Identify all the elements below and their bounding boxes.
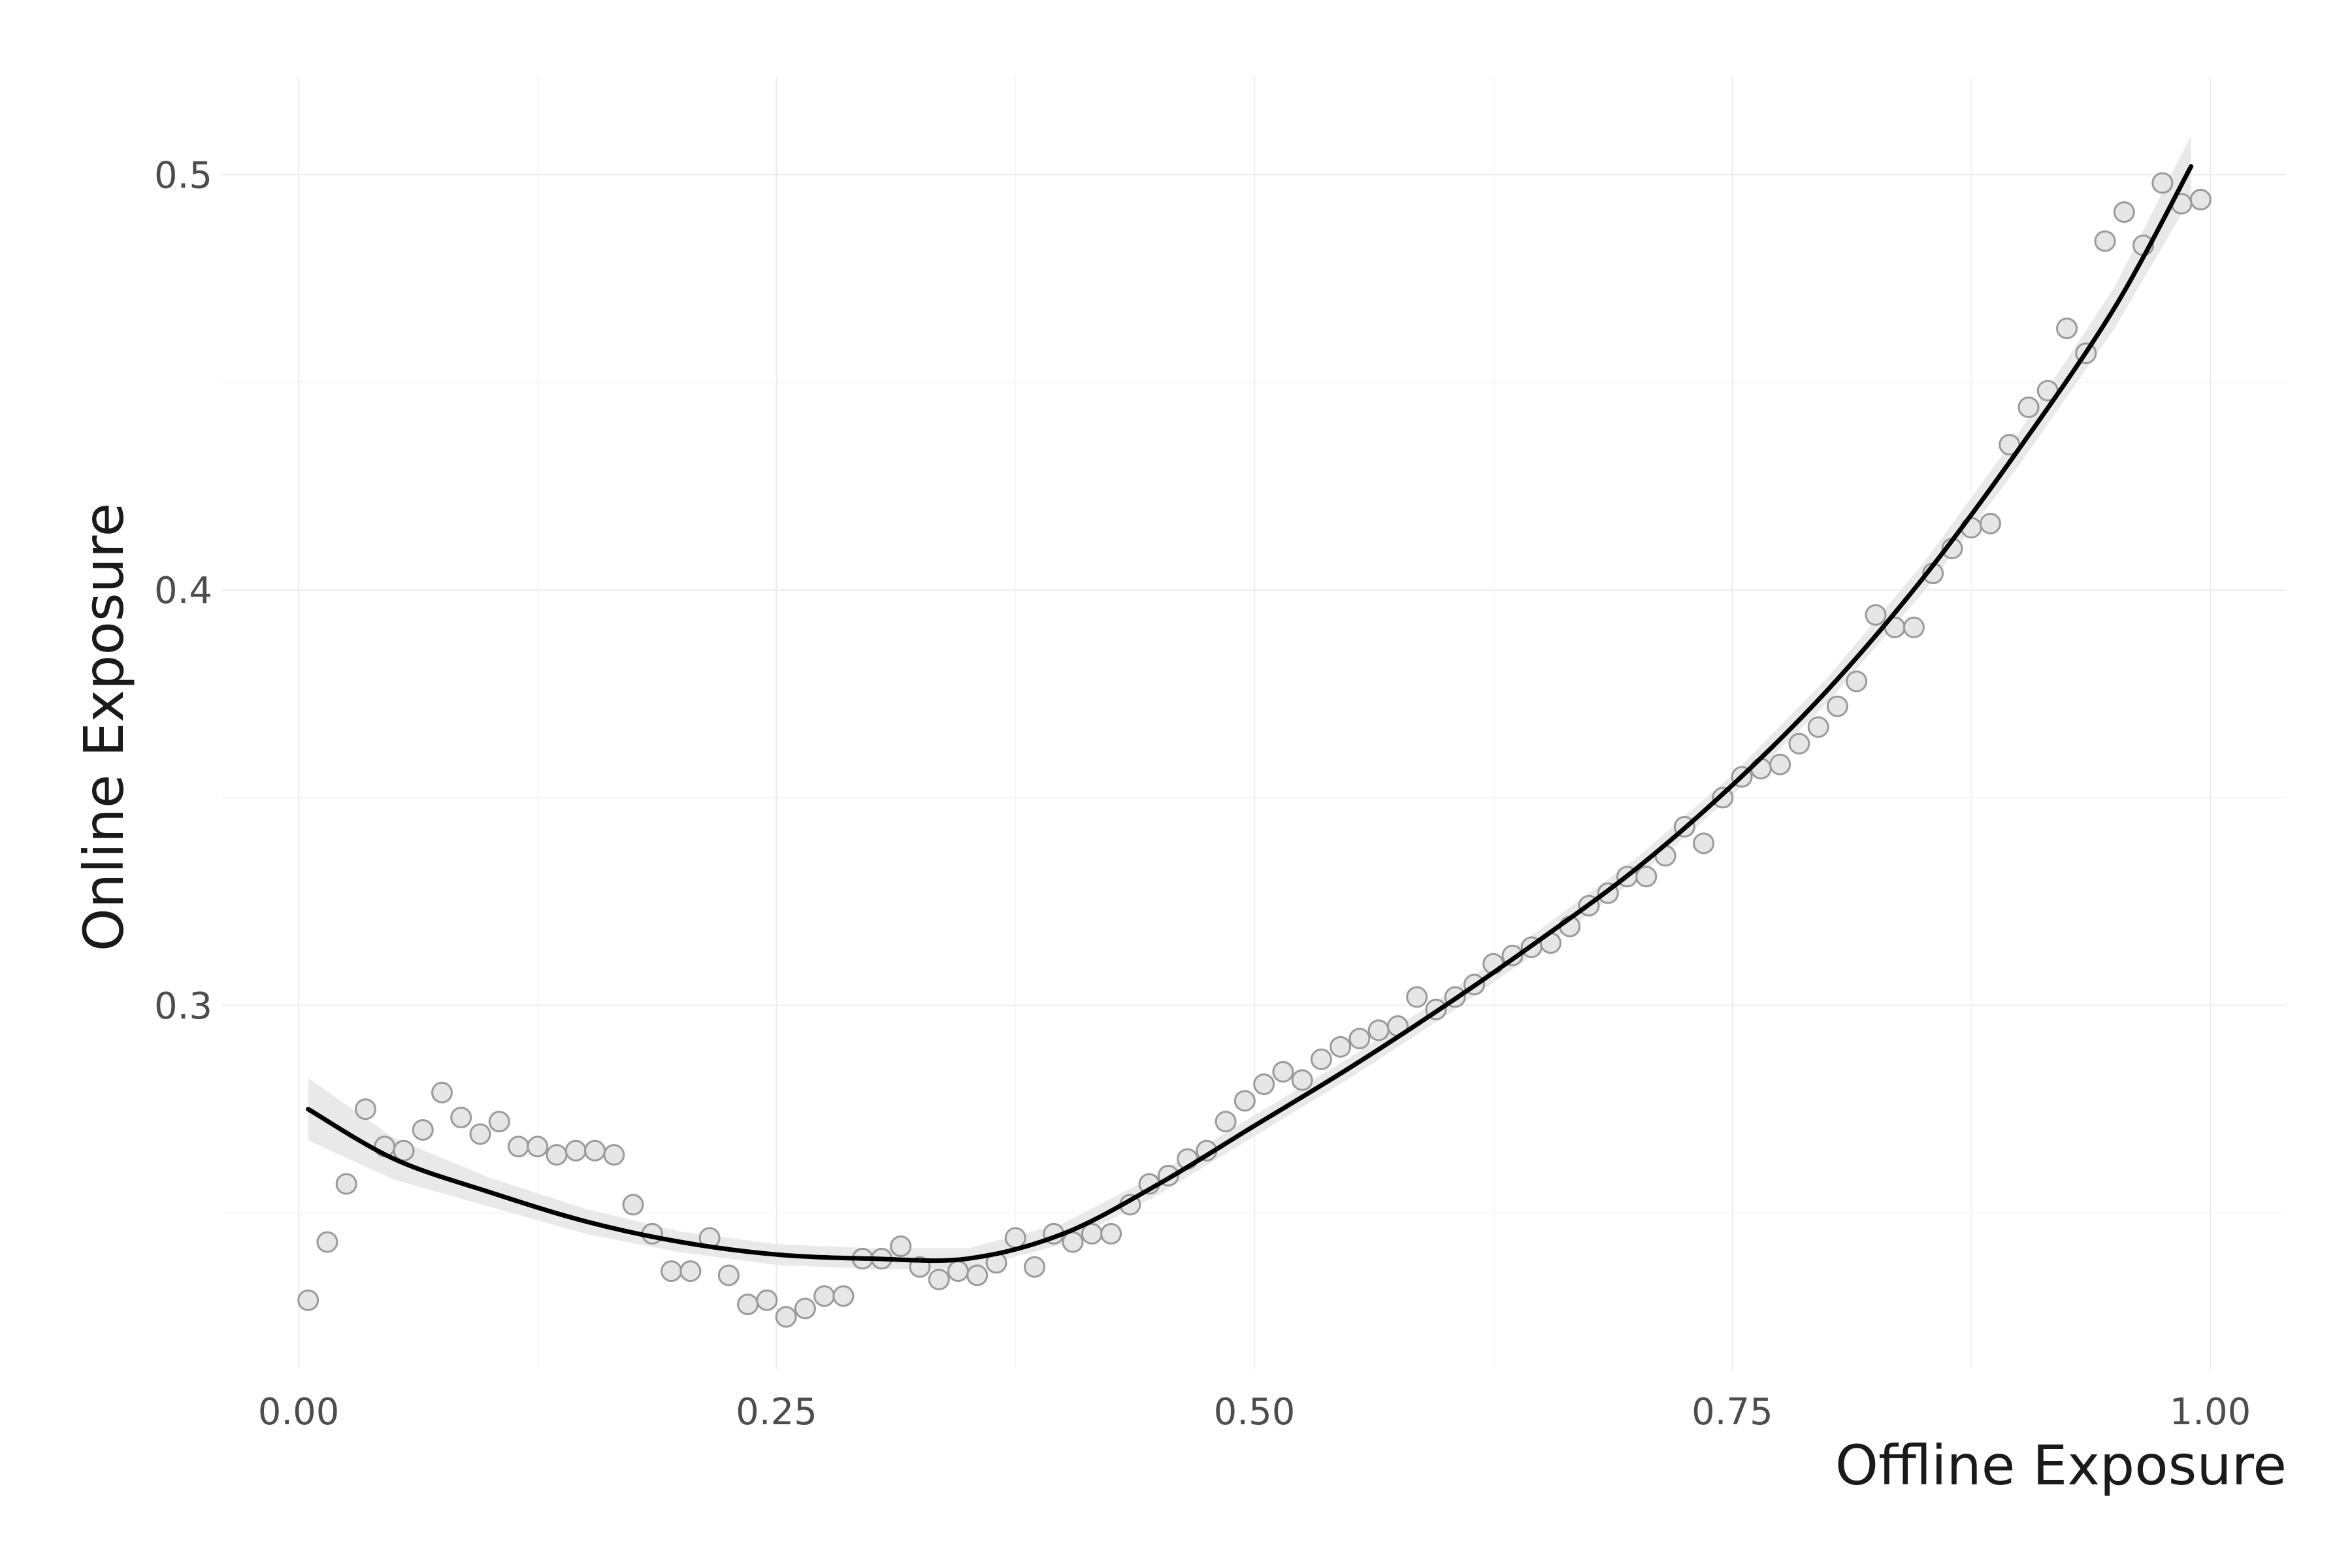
y-tick-label: 0.4 [154, 570, 212, 612]
data-point [794, 1298, 816, 1320]
data-point [546, 1144, 568, 1166]
x-tick-labels: 0.00 0.25 0.50 0.75 1.00 [258, 1391, 2251, 1433]
data-point [1062, 1231, 1084, 1253]
data-point [890, 1235, 912, 1257]
data-point [1330, 1036, 1352, 1058]
x-tick-label: 0.00 [258, 1391, 340, 1433]
fit-line [306, 164, 2194, 1264]
data-point [1788, 732, 1810, 755]
data-point [1291, 1069, 1313, 1091]
data-point [1100, 1222, 1122, 1245]
data-point [1272, 1060, 1294, 1083]
y-tick-label: 0.5 [154, 154, 212, 197]
data-point [1693, 832, 1715, 855]
data-point [679, 1260, 702, 1282]
x-axis-title: Offline Exposure [1835, 1433, 2287, 1497]
data-point [1253, 1073, 1275, 1096]
data-point [1233, 1090, 1256, 1112]
data-point [584, 1139, 606, 1162]
data-point [1865, 604, 1887, 626]
data-point [1081, 1222, 1103, 1245]
data-point [813, 1285, 836, 1307]
data-point [947, 1260, 969, 1282]
data-point [412, 1119, 434, 1141]
data-point [717, 1264, 740, 1286]
x-tick-label: 0.75 [1691, 1391, 1773, 1433]
data-point [2094, 230, 2116, 252]
data-point [1826, 695, 1848, 717]
data-point [1979, 512, 2001, 534]
data-point [1367, 1019, 1390, 1041]
data-point [1846, 670, 1868, 693]
data-point [431, 1081, 453, 1103]
data-point [335, 1173, 357, 1195]
data-point [469, 1123, 491, 1145]
data-point [756, 1289, 778, 1311]
data-point [737, 1293, 759, 1315]
data-point [775, 1306, 797, 1328]
data-point [2189, 189, 2212, 211]
data-point [1635, 866, 1658, 888]
data-point [354, 1098, 376, 1120]
y-tick-label: 0.3 [154, 985, 212, 1028]
data-point [928, 1268, 950, 1290]
data-point [393, 1139, 415, 1162]
data-point [508, 1135, 530, 1158]
y-tick-labels: 0.3 0.4 0.5 [154, 154, 212, 1027]
data-point [2113, 201, 2135, 223]
data-point [564, 1139, 587, 1162]
data-point [1348, 1028, 1371, 1050]
data-point [2056, 318, 2078, 340]
data-point [488, 1111, 510, 1133]
y-axis-title: Online Exposure [72, 503, 136, 952]
data-point [832, 1285, 855, 1307]
data-point [297, 1289, 319, 1311]
data-point [1712, 787, 1734, 809]
data-point [1024, 1256, 1046, 1278]
data-point [1310, 1048, 1332, 1070]
data-point [450, 1106, 472, 1128]
data-point [316, 1231, 338, 1253]
data-point [1004, 1227, 1026, 1249]
x-tick-label: 0.25 [736, 1391, 817, 1433]
x-tick-label: 0.50 [1214, 1391, 1296, 1433]
data-point [1406, 986, 1428, 1008]
data-point [603, 1144, 625, 1166]
data-point [966, 1264, 988, 1286]
data-point [661, 1260, 683, 1282]
data-point [1215, 1111, 1237, 1133]
data-point [1903, 616, 1925, 638]
data-point [622, 1194, 644, 1216]
fit-line-group [306, 164, 2194, 1264]
x-tick-label: 1.00 [2170, 1391, 2251, 1433]
data-point [527, 1135, 549, 1158]
data-point [1769, 753, 1791, 776]
data-point [2017, 396, 2040, 418]
data-point [2151, 172, 2174, 194]
grid [222, 77, 2287, 1369]
data-point [1807, 716, 1829, 738]
